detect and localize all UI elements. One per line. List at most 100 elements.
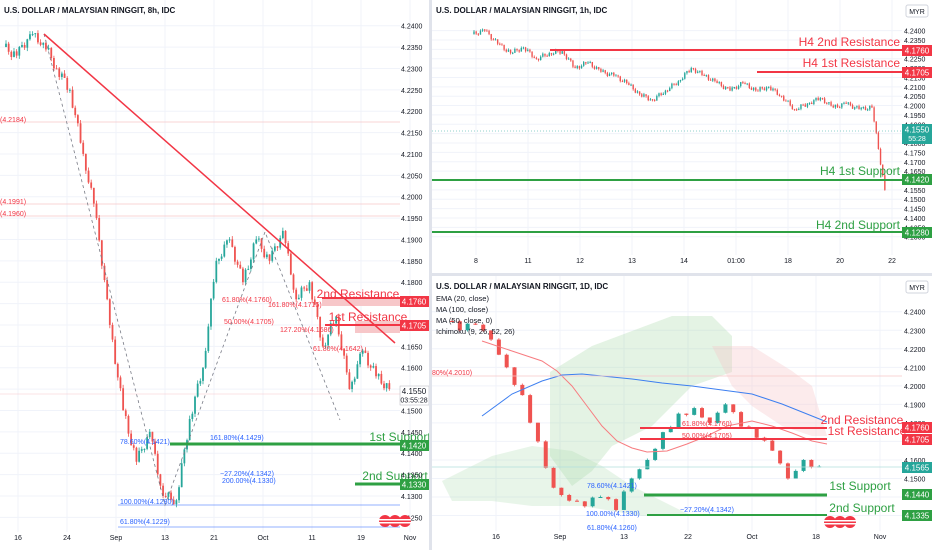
candle-body [23, 45, 26, 48]
candle-body [321, 337, 324, 347]
fib-272: −27.20%(4.1342) [220, 471, 274, 478]
candle-body [731, 87, 733, 91]
candle-body [507, 49, 510, 52]
candle-body [666, 90, 669, 92]
candle-body [191, 413, 194, 419]
candle-body [793, 109, 796, 111]
d-fib-left: 80%(4.2010) [432, 370, 472, 377]
candle-body [567, 58, 570, 60]
candle-body [838, 107, 841, 109]
indicator-ma100[interactable]: MA (100, close) [436, 305, 489, 314]
candle-body [884, 175, 886, 190]
candle-body [735, 86, 738, 89]
candle-body [714, 78, 716, 82]
candle-body [361, 350, 364, 354]
h4-s1-axis-tag [902, 174, 932, 185]
price-tick-label: 4.2050 [401, 173, 423, 180]
candle-body [509, 49, 512, 54]
price-tick-label: 4.2000 [401, 195, 423, 202]
chart-8h-price-axis[interactable]: 4.2400 4.2350 4.2300 4.2250 4.2200 4.2150 4.21… [401, 24, 423, 523]
panel-divider-vertical[interactable] [429, 0, 432, 550]
candle-body [61, 73, 63, 77]
time-tick-label: 11 [308, 535, 315, 542]
candle-body [776, 89, 778, 95]
d-fib-50: 50.00%(4.1705) [682, 433, 732, 440]
chart-1d-panel[interactable]: 2nd Resistance 1st Resistance 1st Suppor… [432, 276, 932, 550]
price-tick-label: 4.1850 [401, 259, 423, 266]
panel-divider-horizontal[interactable] [432, 273, 932, 276]
indicator-ichimoku[interactable]: Ichimoku (9, 26, 52, 26) [436, 327, 515, 336]
candle-body [621, 491, 626, 510]
candle-body [819, 98, 822, 101]
candle-body [223, 244, 226, 257]
candle-body [651, 99, 654, 101]
candle-body [119, 377, 122, 389]
candle-body [559, 487, 564, 495]
candle-body [632, 84, 634, 90]
candle-body [537, 58, 540, 61]
candle-body [484, 29, 486, 31]
candle-body [647, 96, 649, 101]
candle-body [634, 89, 637, 93]
price-tick-label: 4.2000 [904, 384, 926, 391]
fib-1618-upper: 161.80%(4.1715) [268, 302, 322, 309]
candle-body [543, 441, 548, 468]
candle-body [175, 500, 178, 505]
candle-body [602, 70, 604, 72]
candle-body [58, 68, 61, 77]
candle-body [34, 33, 37, 35]
candle-body [879, 148, 882, 165]
price-tick-label: 4.2200 [904, 347, 926, 354]
time-tick-label: 11 [524, 258, 531, 265]
candle-body [202, 367, 204, 381]
time-tick-label: 01:00 [727, 258, 745, 265]
candle-body [866, 109, 869, 111]
candle-body [759, 87, 761, 91]
candle-body [649, 99, 652, 101]
candle-body [570, 58, 572, 61]
indicator-ma50[interactable]: MA (50, close, 0) [436, 316, 493, 325]
chart-1h-panel[interactable]: H4 2nd Resistance H4 1st Resistance H4 1… [432, 0, 932, 273]
candle-body [516, 49, 518, 51]
candle-body [162, 485, 164, 496]
candle-body [629, 478, 634, 492]
candle-body [490, 34, 492, 40]
fib-100: 100.00%(4.1280) [120, 499, 174, 506]
chart-1h-time-axis[interactable]: 8 11 12 13 14 01:00 18 20 22 [474, 258, 896, 265]
candle-body [37, 33, 39, 43]
candle-body [5, 43, 7, 48]
candle-body [135, 447, 138, 462]
candle-body [610, 72, 613, 75]
d-s1-axis-tag [902, 489, 932, 500]
chart-8h-time-axis[interactable]: 16 24 Sep 13 21 Oct 11 19 Nov [14, 535, 417, 542]
candle-body [501, 44, 503, 46]
r2-axis-tag [400, 296, 429, 307]
candle-body [116, 363, 119, 378]
currency-badge-1h[interactable] [905, 4, 929, 18]
candle-body [567, 494, 572, 501]
candle-body [881, 164, 884, 176]
candle-body [780, 95, 783, 97]
currency-badge-1d[interactable] [905, 280, 929, 294]
candle-body [76, 115, 79, 124]
candle-body [45, 42, 47, 50]
candle-body [313, 299, 316, 305]
price-tick-label: 4.1900 [904, 402, 926, 409]
price-tick-label: 4.1450 [401, 430, 423, 437]
candle-body [305, 288, 308, 291]
chart-8h-title: U.S. DOLLAR / MALAYSIAN RINGGIT, 8h, IDC [4, 6, 175, 15]
candle-body [7, 43, 10, 52]
currency-badge-1h-label: MYR [909, 9, 925, 16]
trendline[interactable] [43, 33, 396, 344]
chart-1d-time-axis[interactable]: 16 Sep 13 22 Oct 18 Nov [492, 534, 887, 541]
candle-body [504, 354, 509, 368]
chart-8h-panel[interactable]: 2nd Resistance 1st Resistance 1st Suppor… [0, 0, 429, 550]
candle-body [700, 408, 704, 418]
chart-8h-candles [5, 30, 391, 508]
price-tick-label: 4.1500 [401, 408, 423, 415]
candle-body [465, 323, 470, 331]
candle-body [148, 431, 151, 438]
candle-body [257, 238, 260, 240]
indicator-ema[interactable]: EMA (20, close) [436, 294, 489, 303]
candle-body [701, 70, 703, 76]
